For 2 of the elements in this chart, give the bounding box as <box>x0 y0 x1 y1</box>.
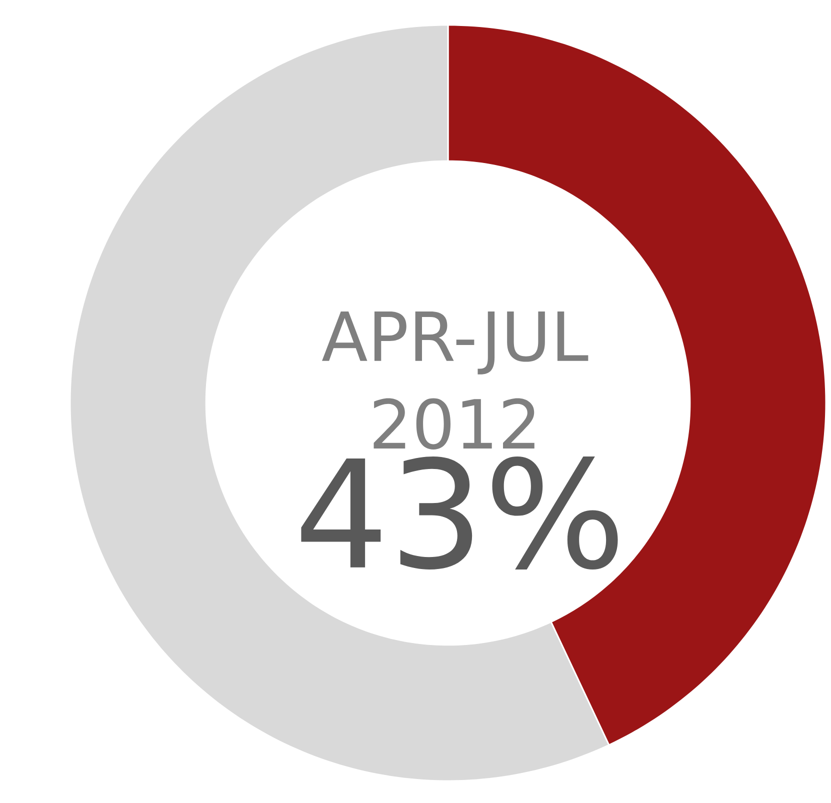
text: APR-JUL 2012 <box>322 311 588 450</box>
text: 43% <box>301 456 618 570</box>
